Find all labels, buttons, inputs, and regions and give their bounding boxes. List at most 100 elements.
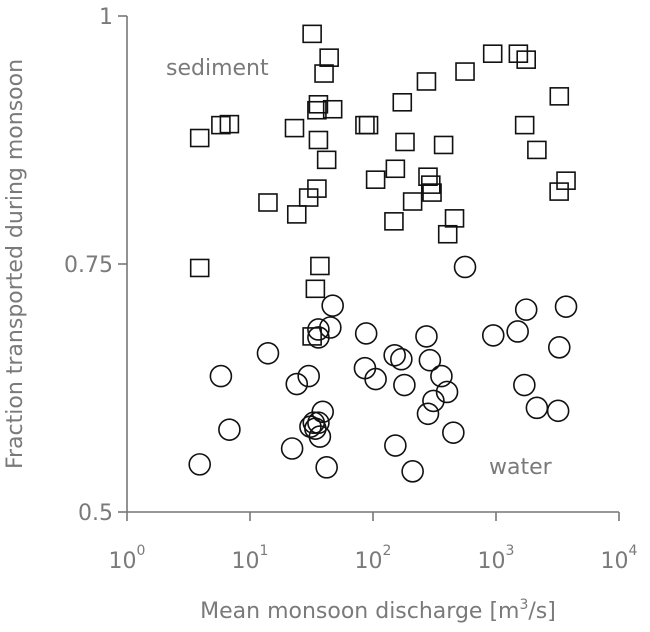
water-marker [384, 434, 407, 457]
sediment-marker [482, 44, 503, 63]
sediment-marker [302, 327, 322, 346]
sediment-annotation: sediment [166, 56, 269, 81]
water-marker [554, 295, 578, 318]
x-tick-label-exponent: 3 [506, 543, 515, 559]
x-tick-label-exponent: 0 [137, 543, 146, 559]
x-tick-label: 104 [601, 543, 638, 574]
sediment-marker [308, 94, 329, 114]
water-marker [525, 396, 549, 420]
water-marker [354, 322, 378, 345]
sediment-marker [444, 209, 465, 228]
sediment-marker [392, 93, 413, 112]
water-marker [308, 425, 332, 448]
x-tick-label-base: 10 [601, 549, 629, 574]
sediment-marker [549, 182, 569, 201]
sediment-marker [305, 279, 326, 299]
water-marker [546, 399, 570, 423]
water-annotation: water [489, 455, 553, 480]
water-marker [435, 380, 459, 404]
x-axis-title: Mean monsoon discharge [m3/s] [200, 597, 556, 624]
y-axis-title: Fraction transported during monsoon [3, 59, 28, 469]
water-marker [514, 298, 538, 321]
sediment-marker [422, 183, 442, 202]
x-tick-label-base: 10 [355, 549, 383, 574]
water-marker [319, 316, 342, 339]
y-tick-label: 1 [99, 5, 113, 30]
sediment-marker [437, 224, 458, 244]
x-axis-title-main: Mean monsoon discharge [m [200, 599, 519, 624]
x-axis-title-sup: 3 [519, 597, 528, 613]
sediment-marker [395, 132, 415, 152]
x-tick-label: 102 [355, 543, 392, 574]
sediment-marker [284, 118, 305, 138]
sediment-marker [433, 135, 454, 155]
sediment-marker [316, 150, 337, 170]
sediment-marker [527, 140, 547, 160]
sediment-marker [358, 115, 379, 135]
water-marker [390, 347, 413, 371]
sediment-marker [549, 87, 570, 106]
water-marker [383, 343, 406, 367]
x-tick-label: 101 [232, 543, 269, 574]
water-marker [422, 389, 445, 413]
sediment-marker [189, 258, 210, 278]
sediment-marker [516, 50, 536, 69]
sediment-marker [319, 48, 339, 67]
sediment-marker [307, 179, 327, 198]
y-tick-label: 0.5 [78, 501, 113, 526]
water-marker [547, 336, 571, 359]
x-tick-label-exponent: 1 [260, 543, 269, 559]
sediment-marker [286, 205, 307, 224]
x-tick-label-base: 10 [478, 549, 506, 574]
sediment-marker [308, 130, 329, 150]
x-tick-label-base: 10 [232, 549, 260, 574]
water-marker [315, 456, 338, 479]
sediment-marker [302, 24, 322, 44]
x-tick-label-exponent: 2 [383, 543, 392, 559]
sediment-marker [455, 62, 475, 81]
water-marker [481, 324, 505, 347]
water-marker [442, 421, 465, 444]
water-marker [256, 341, 280, 365]
sediment-marker [189, 128, 210, 148]
y-axis-ticks: 0.5 0.75 1 [64, 5, 127, 526]
sediment-marker [355, 115, 375, 135]
sediment-marker [307, 100, 327, 120]
sediment-marker [258, 193, 278, 212]
water-marker [430, 364, 453, 388]
water-marker [285, 372, 309, 396]
y-tick-label: 0.75 [64, 253, 113, 278]
sediment-marker [385, 159, 406, 179]
water-marker [416, 402, 440, 426]
x-axis-ticks: 100 101 102 103 104 [109, 512, 638, 574]
sediment-marker [384, 212, 404, 231]
sediment-marker [402, 192, 423, 211]
water-marker [321, 294, 344, 317]
water-marker [307, 411, 330, 435]
water-marker [280, 437, 304, 460]
water-marker [513, 373, 536, 397]
sediment-marker [365, 170, 386, 189]
water-marker [297, 364, 320, 388]
sediment-marker [556, 171, 576, 190]
water-marker [453, 255, 477, 279]
water-marker [401, 460, 424, 483]
water-marker [393, 373, 416, 397]
water-marker [415, 325, 438, 348]
x-tick-label: 103 [478, 543, 515, 574]
sediment-marker [310, 256, 330, 276]
sediment-marker [314, 64, 334, 83]
sediment-marker [514, 115, 535, 135]
x-axis-title-tail: /s] [528, 599, 555, 624]
water-marker [311, 400, 335, 424]
water-marker [307, 318, 330, 341]
x-tick-label-base: 10 [109, 549, 137, 574]
water-marker [218, 418, 241, 441]
sediment-marker [219, 114, 240, 134]
x-tick-label-exponent: 4 [629, 543, 638, 559]
water-marker [418, 348, 442, 372]
x-tick-label: 100 [109, 543, 146, 574]
water-marker [209, 364, 233, 388]
data-markers [188, 24, 578, 483]
